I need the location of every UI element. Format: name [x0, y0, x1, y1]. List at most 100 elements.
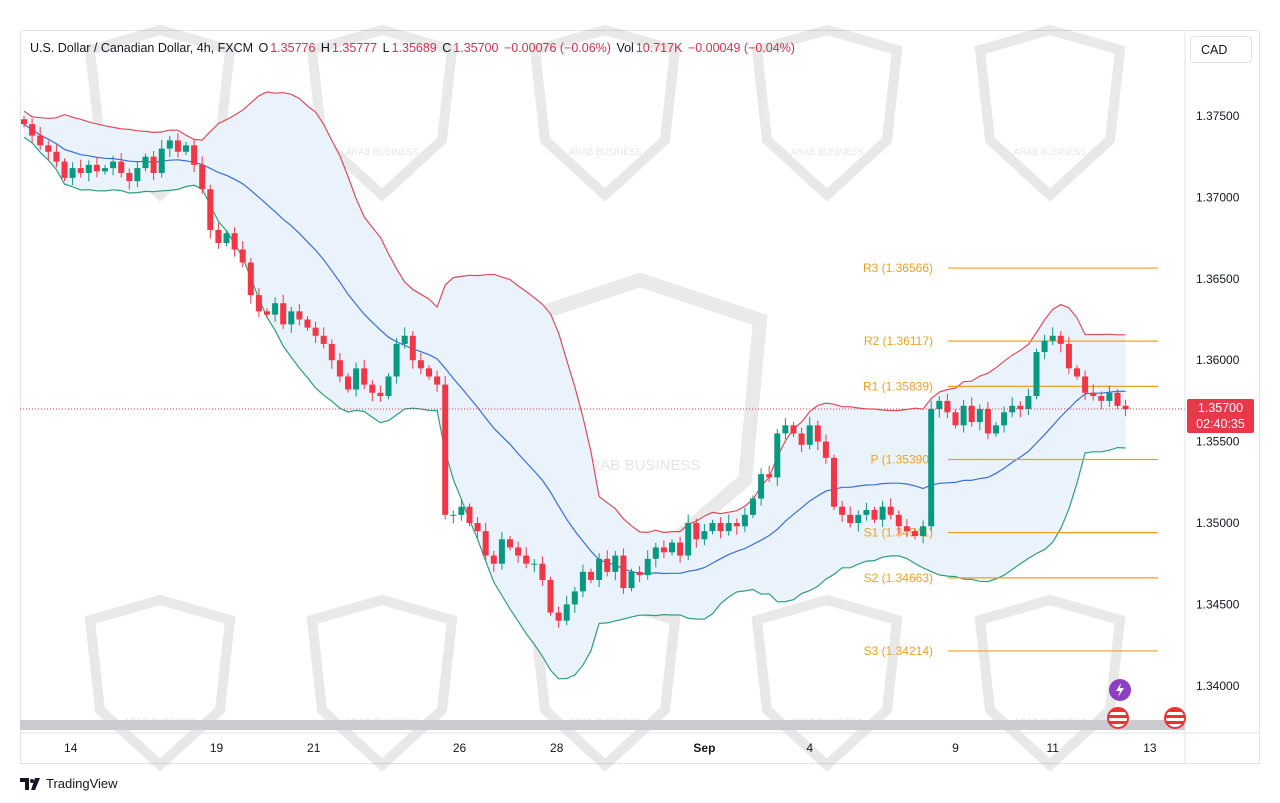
time-tick: 11 [1046, 741, 1059, 755]
candle [328, 339, 335, 369]
candle-body [353, 368, 360, 390]
candle-body [1114, 392, 1121, 406]
candle-body [434, 376, 441, 385]
candle-body [1041, 340, 1048, 353]
candle-body [29, 124, 36, 136]
candle [361, 359, 368, 390]
candle-body [774, 433, 781, 478]
us-flag-event-icon-2[interactable] [1164, 707, 1186, 729]
candle [944, 393, 951, 419]
pivot-label: P (1.35390) [871, 453, 934, 467]
candle-body [264, 311, 270, 315]
candle-body [426, 368, 432, 377]
candle [142, 153, 149, 172]
candle [280, 294, 287, 329]
candle-body [887, 506, 894, 515]
candle-body [717, 523, 724, 532]
candle [1098, 391, 1105, 410]
candle [588, 568, 594, 584]
candle-body [879, 506, 886, 520]
us-flag-event-icon[interactable] [1107, 707, 1129, 729]
candle-body [741, 514, 748, 527]
candle-body [847, 514, 854, 523]
candle-body [207, 189, 214, 230]
watermark-text: ARAB BUSINESS [791, 147, 864, 157]
candle [960, 399, 967, 433]
time-scrollbar[interactable] [20, 720, 1185, 730]
volume-label: Vol [616, 41, 634, 55]
candle-body [401, 335, 408, 344]
bollinger-fill [24, 92, 1126, 679]
watermark-shield [751, 594, 903, 772]
candle [45, 140, 52, 161]
candle [604, 550, 611, 577]
candle [887, 498, 894, 520]
candle-body [677, 542, 684, 556]
candle-body [77, 168, 84, 173]
candle-body [158, 148, 165, 173]
candle [110, 155, 117, 176]
candle [442, 376, 449, 520]
candle [353, 362, 360, 397]
candle-body [142, 156, 149, 169]
candle-body [758, 474, 765, 499]
candle [345, 373, 351, 393]
candle [1049, 327, 1056, 346]
candle-body [507, 539, 513, 548]
high-value: 1.35777 [331, 41, 378, 55]
candle-body [21, 119, 27, 125]
watermark-text: ARAB BUSINESS [569, 147, 642, 157]
symbol-title[interactable]: U.S. Dollar / Canadian Dollar, 4h, FXCM [30, 41, 254, 55]
bollinger-upper [23, 91, 1126, 534]
tradingview-logo[interactable]: TradingView [20, 776, 118, 791]
candle-body [588, 571, 594, 580]
watermark-text: ARAB BUSINESS [346, 147, 419, 157]
candle [1114, 389, 1121, 410]
candle [928, 400, 935, 531]
candle-body [1082, 376, 1089, 393]
candle [183, 142, 189, 156]
candle [231, 227, 238, 257]
candle [1001, 406, 1008, 433]
candle-body [766, 474, 773, 478]
pivot-label: S3 (1.34214) [864, 644, 933, 658]
time-tick: 4 [806, 741, 813, 755]
candle [215, 222, 222, 249]
candle-body [1017, 405, 1024, 410]
candle-body [920, 526, 927, 537]
candle-body [806, 425, 813, 445]
candle [879, 500, 886, 527]
candle [126, 168, 133, 190]
pivot-label: R1 (1.35839) [863, 379, 933, 393]
candle-body [288, 311, 295, 325]
candle-body [912, 531, 918, 537]
time-tick: 14 [64, 741, 78, 755]
candle [1017, 401, 1024, 418]
watermark-shield [529, 24, 681, 202]
candle [839, 500, 846, 523]
candle-body [596, 558, 603, 580]
candle-body [442, 384, 449, 515]
time-tick: Sep [693, 741, 715, 755]
candle-body [231, 233, 238, 250]
candle [733, 518, 740, 535]
candle-body [417, 360, 424, 369]
candle [531, 559, 538, 573]
bollinger-basis [23, 123, 1126, 575]
lightning-icon[interactable] [1109, 679, 1131, 701]
low-label: L [382, 41, 390, 55]
candle-body [150, 156, 157, 173]
currency-button[interactable]: CAD [1190, 36, 1252, 63]
candle-body [644, 558, 651, 576]
candle [166, 135, 173, 158]
candle [993, 422, 999, 437]
low-value: 1.35689 [391, 41, 437, 55]
candle-body [1001, 412, 1008, 426]
candle [822, 434, 829, 464]
pivot-label: R2 (1.36117) [864, 334, 933, 348]
candle-body [1025, 396, 1032, 410]
candle-body [336, 360, 343, 377]
candle [150, 150, 157, 181]
candle [77, 159, 84, 178]
